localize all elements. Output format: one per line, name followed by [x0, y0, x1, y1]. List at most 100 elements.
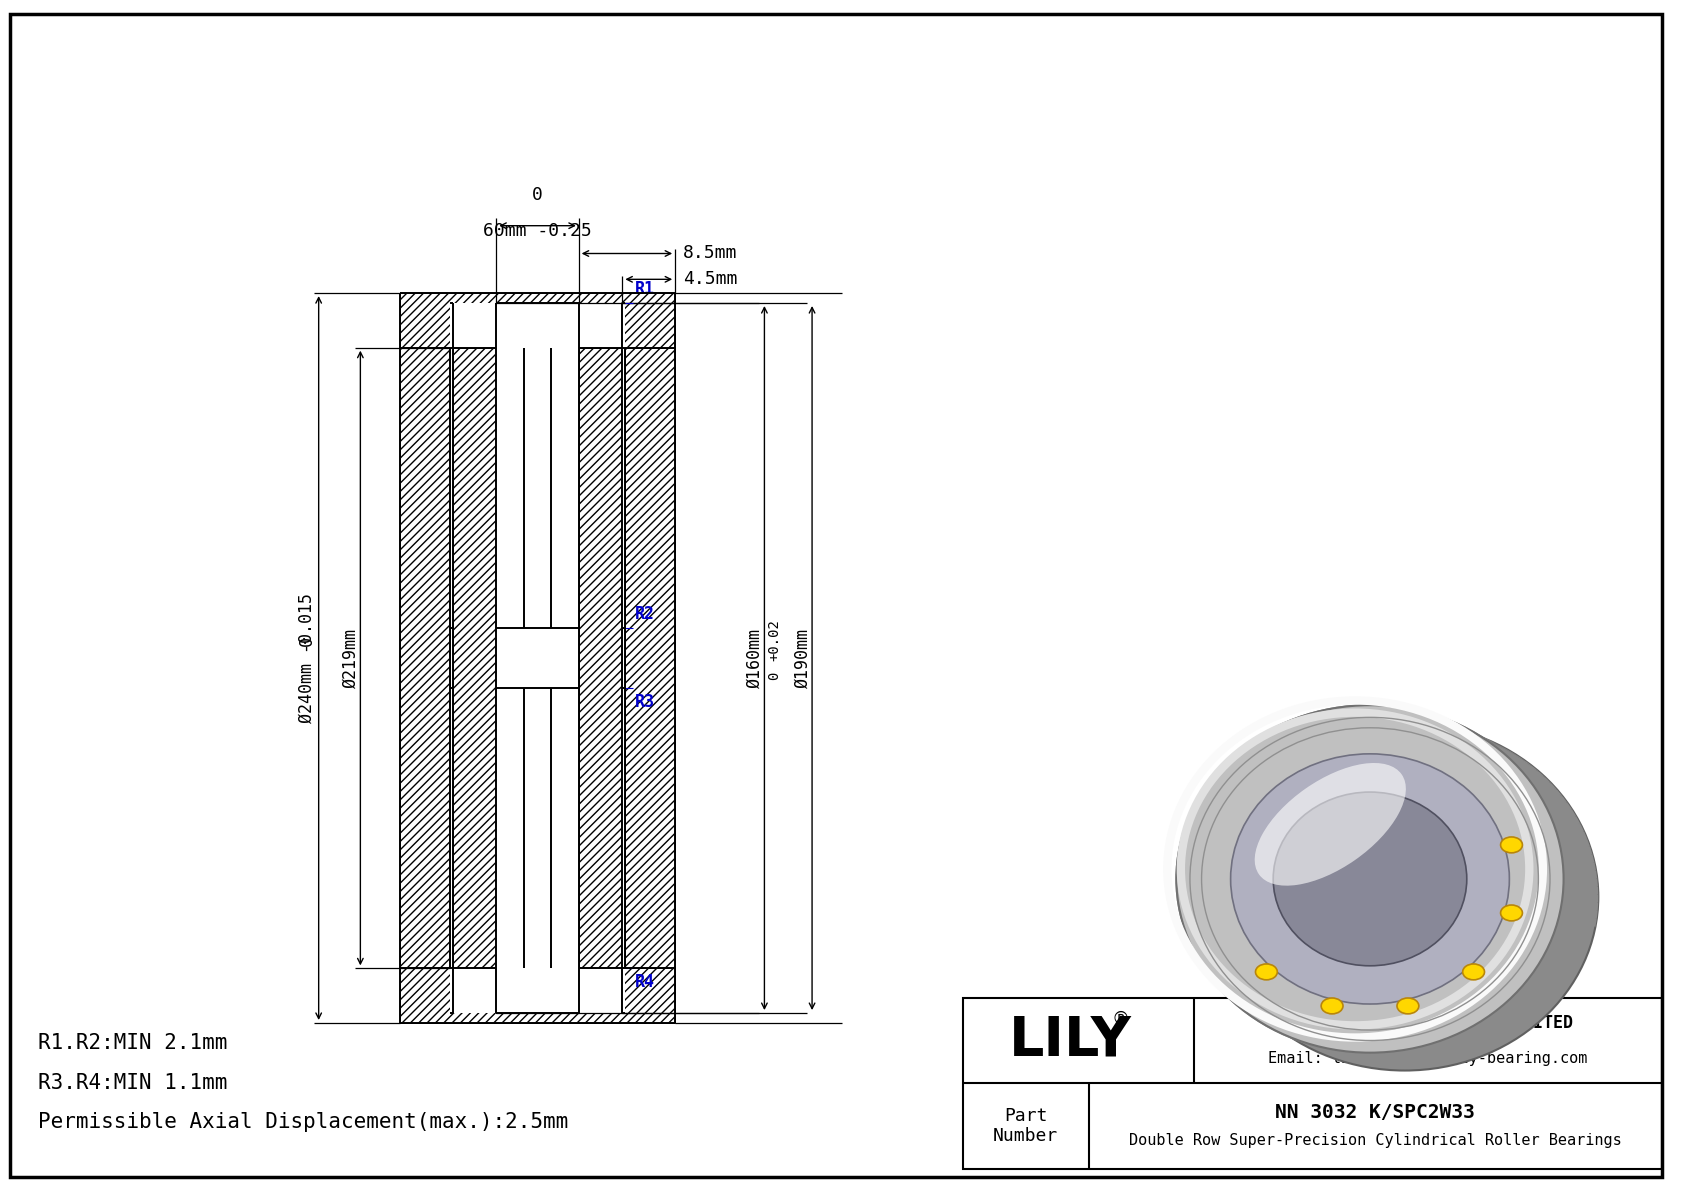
Polygon shape [1393, 706, 1436, 725]
Text: R3: R3 [635, 693, 655, 711]
Polygon shape [450, 688, 453, 968]
Polygon shape [1563, 877, 1598, 903]
Polygon shape [1511, 760, 1553, 784]
Polygon shape [401, 293, 675, 348]
Text: Email: lilybearing@lily-bearing.com: Email: lilybearing@lily-bearing.com [1268, 1052, 1588, 1066]
Polygon shape [1549, 815, 1588, 840]
Ellipse shape [1463, 964, 1485, 980]
Polygon shape [1186, 819, 1223, 846]
Polygon shape [1477, 734, 1519, 756]
Polygon shape [450, 968, 625, 1014]
Polygon shape [1288, 718, 1332, 740]
Polygon shape [1517, 766, 1558, 790]
Text: 0: 0 [298, 636, 317, 647]
Polygon shape [497, 968, 579, 1014]
Polygon shape [1411, 709, 1455, 729]
Polygon shape [1207, 778, 1248, 802]
Polygon shape [1505, 754, 1546, 778]
Ellipse shape [1398, 998, 1420, 1014]
Polygon shape [1273, 725, 1315, 747]
Polygon shape [1280, 722, 1324, 743]
Polygon shape [1367, 705, 1410, 723]
Polygon shape [1537, 792, 1576, 817]
Text: NN 3032 K/SPC2W33: NN 3032 K/SPC2W33 [1275, 1103, 1475, 1122]
Polygon shape [1219, 765, 1260, 788]
Polygon shape [1561, 853, 1598, 879]
Polygon shape [1196, 798, 1234, 823]
Polygon shape [524, 688, 551, 968]
Polygon shape [1556, 829, 1593, 855]
Polygon shape [1177, 867, 1211, 893]
Polygon shape [1453, 722, 1497, 743]
Text: Permissible Axial Displacement(max.):2.5mm: Permissible Axial Displacement(max.):2.5… [37, 1112, 568, 1133]
Text: R4: R4 [635, 973, 655, 991]
Polygon shape [1470, 730, 1512, 752]
Polygon shape [1543, 799, 1581, 824]
Polygon shape [1349, 705, 1393, 724]
Polygon shape [1492, 743, 1532, 767]
Text: ®: ® [1111, 1010, 1130, 1028]
Polygon shape [497, 348, 579, 968]
Polygon shape [1563, 869, 1598, 894]
Ellipse shape [1177, 705, 1563, 1053]
Text: Ø160mm: Ø160mm [746, 628, 763, 688]
Polygon shape [1177, 859, 1212, 885]
Polygon shape [1322, 709, 1366, 729]
Polygon shape [1177, 852, 1214, 877]
Polygon shape [497, 629, 579, 688]
Text: 0: 0 [768, 672, 781, 680]
Polygon shape [551, 348, 579, 629]
Polygon shape [1177, 884, 1211, 909]
Ellipse shape [1500, 905, 1522, 921]
Polygon shape [1236, 748, 1278, 771]
Ellipse shape [1211, 723, 1598, 1071]
Polygon shape [1265, 729, 1307, 752]
Text: 60mm -0.25: 60mm -0.25 [483, 222, 593, 239]
Polygon shape [1445, 719, 1489, 740]
Text: Number: Number [994, 1127, 1059, 1145]
Text: R1.R2:MIN 2.1mm: R1.R2:MIN 2.1mm [37, 1033, 227, 1053]
Polygon shape [1179, 908, 1216, 933]
Polygon shape [497, 304, 579, 348]
Polygon shape [1187, 812, 1226, 837]
Polygon shape [1357, 705, 1401, 723]
Polygon shape [1314, 711, 1357, 730]
Polygon shape [1436, 716, 1480, 737]
Polygon shape [1340, 706, 1383, 725]
Polygon shape [1177, 875, 1211, 902]
Ellipse shape [1231, 754, 1509, 1004]
Polygon shape [1563, 861, 1598, 887]
Text: Ø240mm -0.015: Ø240mm -0.015 [298, 593, 317, 723]
Text: 0: 0 [532, 186, 542, 204]
Polygon shape [1420, 711, 1463, 731]
Ellipse shape [1322, 998, 1344, 1014]
Polygon shape [1553, 822, 1590, 847]
Polygon shape [1403, 707, 1447, 727]
Polygon shape [579, 348, 623, 968]
Polygon shape [1212, 771, 1253, 796]
Polygon shape [450, 304, 625, 348]
Polygon shape [1297, 716, 1340, 736]
Text: Ø219mm: Ø219mm [342, 628, 359, 688]
Polygon shape [1177, 899, 1214, 925]
Polygon shape [497, 688, 524, 968]
Polygon shape [1180, 835, 1218, 861]
Text: +0.02: +0.02 [768, 619, 781, 661]
Polygon shape [453, 348, 497, 968]
Text: R1: R1 [635, 280, 655, 298]
Polygon shape [551, 688, 579, 968]
Polygon shape [1522, 772, 1563, 797]
Polygon shape [1330, 707, 1374, 727]
Polygon shape [1563, 885, 1598, 911]
Text: 4.5mm: 4.5mm [684, 270, 738, 288]
Text: R2: R2 [635, 605, 655, 623]
Polygon shape [1546, 806, 1585, 833]
Polygon shape [1558, 837, 1595, 862]
Polygon shape [1305, 712, 1349, 734]
Polygon shape [1177, 891, 1212, 917]
Polygon shape [1243, 742, 1285, 766]
Polygon shape [1199, 791, 1238, 816]
Ellipse shape [1273, 792, 1467, 966]
Text: Part: Part [1004, 1108, 1047, 1125]
Text: LILY: LILY [1009, 1014, 1132, 1068]
